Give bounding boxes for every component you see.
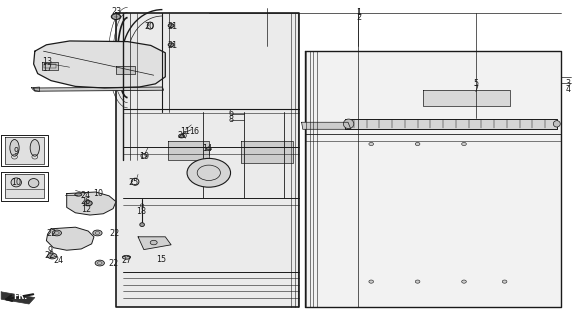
Text: 9: 9 bbox=[48, 246, 52, 255]
Polygon shape bbox=[302, 122, 351, 129]
Polygon shape bbox=[34, 41, 165, 88]
Ellipse shape bbox=[462, 142, 466, 146]
Text: 14: 14 bbox=[202, 144, 213, 153]
Text: 24: 24 bbox=[53, 256, 63, 265]
Text: 22: 22 bbox=[108, 260, 119, 268]
Ellipse shape bbox=[187, 158, 230, 187]
Text: 22: 22 bbox=[110, 229, 120, 238]
Polygon shape bbox=[34, 87, 164, 91]
Polygon shape bbox=[67, 192, 116, 215]
Text: 4: 4 bbox=[566, 85, 571, 94]
Ellipse shape bbox=[122, 255, 130, 259]
Polygon shape bbox=[241, 141, 293, 163]
Text: 15: 15 bbox=[156, 255, 166, 264]
Ellipse shape bbox=[52, 230, 61, 236]
Text: 22: 22 bbox=[44, 252, 55, 260]
Text: 23: 23 bbox=[111, 7, 121, 16]
Polygon shape bbox=[46, 227, 94, 250]
Text: FR.: FR. bbox=[13, 292, 27, 301]
Ellipse shape bbox=[30, 140, 39, 156]
Text: 21: 21 bbox=[168, 41, 178, 50]
Polygon shape bbox=[116, 13, 299, 307]
Text: 13: 13 bbox=[42, 57, 53, 66]
Ellipse shape bbox=[168, 24, 174, 28]
Text: 12: 12 bbox=[81, 205, 91, 214]
Ellipse shape bbox=[462, 280, 466, 283]
Polygon shape bbox=[138, 237, 171, 250]
Ellipse shape bbox=[369, 280, 374, 283]
Text: 26: 26 bbox=[177, 132, 187, 140]
Ellipse shape bbox=[179, 134, 184, 138]
Text: 11: 11 bbox=[180, 127, 191, 136]
Ellipse shape bbox=[553, 121, 560, 127]
Polygon shape bbox=[304, 51, 561, 307]
Ellipse shape bbox=[11, 178, 21, 187]
Text: 1: 1 bbox=[356, 8, 361, 17]
Ellipse shape bbox=[168, 43, 174, 47]
Text: 18: 18 bbox=[136, 207, 147, 216]
Text: 10: 10 bbox=[11, 178, 21, 187]
Ellipse shape bbox=[343, 119, 354, 129]
Text: 20: 20 bbox=[144, 22, 155, 31]
Text: 27: 27 bbox=[121, 256, 132, 265]
Ellipse shape bbox=[415, 280, 420, 283]
Text: 5: 5 bbox=[473, 79, 478, 88]
Text: 6: 6 bbox=[229, 109, 233, 118]
Ellipse shape bbox=[369, 142, 374, 146]
Text: 19: 19 bbox=[139, 152, 149, 161]
Polygon shape bbox=[423, 90, 510, 106]
Text: 2: 2 bbox=[356, 13, 361, 22]
Text: 16: 16 bbox=[188, 127, 199, 136]
Polygon shape bbox=[5, 137, 44, 164]
Text: 26: 26 bbox=[81, 197, 91, 206]
Polygon shape bbox=[116, 66, 135, 74]
Polygon shape bbox=[168, 141, 209, 160]
Text: 8: 8 bbox=[229, 116, 233, 124]
Ellipse shape bbox=[48, 253, 57, 259]
Polygon shape bbox=[5, 174, 44, 198]
Text: 7: 7 bbox=[473, 85, 478, 94]
Ellipse shape bbox=[75, 193, 82, 196]
Text: 21: 21 bbox=[168, 22, 178, 31]
Ellipse shape bbox=[84, 201, 92, 206]
Polygon shape bbox=[31, 87, 39, 92]
Polygon shape bbox=[1, 292, 35, 304]
Text: 25: 25 bbox=[128, 178, 139, 187]
Ellipse shape bbox=[502, 280, 507, 283]
Ellipse shape bbox=[415, 142, 420, 146]
Ellipse shape bbox=[10, 140, 19, 156]
Ellipse shape bbox=[111, 14, 121, 20]
Text: 10: 10 bbox=[93, 189, 104, 198]
Text: 24: 24 bbox=[81, 191, 91, 200]
Ellipse shape bbox=[140, 223, 144, 227]
Ellipse shape bbox=[93, 230, 102, 236]
Polygon shape bbox=[42, 62, 58, 70]
Text: 17: 17 bbox=[42, 64, 53, 73]
Ellipse shape bbox=[28, 179, 39, 188]
Ellipse shape bbox=[150, 240, 157, 245]
Ellipse shape bbox=[95, 260, 104, 266]
Polygon shape bbox=[345, 119, 557, 129]
Text: 9: 9 bbox=[14, 148, 19, 156]
Text: 3: 3 bbox=[566, 79, 571, 88]
Text: 22: 22 bbox=[46, 229, 56, 238]
